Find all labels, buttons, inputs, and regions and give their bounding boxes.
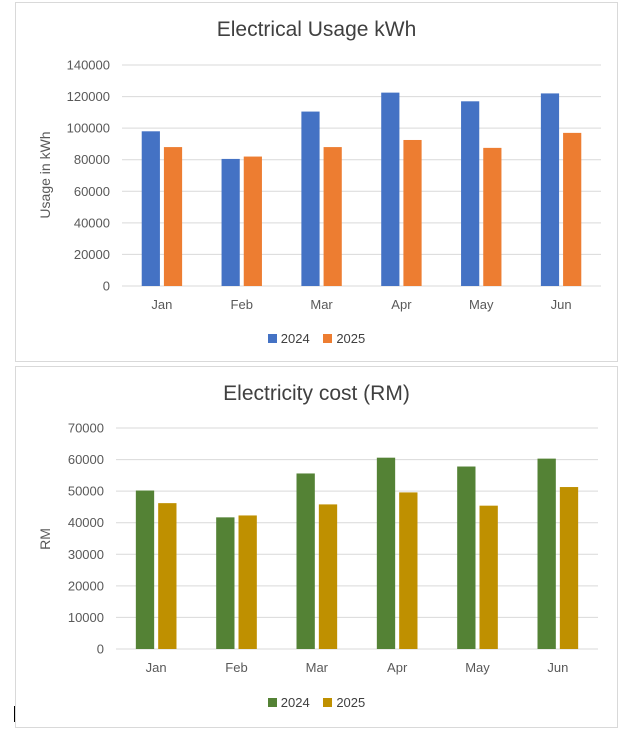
bar-2025-jan: [163, 147, 183, 286]
cost-chart-plot: 0 10000 20000 30000 40000 50000 60000 70000 RM Ja…: [37, 421, 598, 675]
legend-item-2025: 2025: [323, 331, 365, 346]
legend-label-2025: 2025: [336, 695, 366, 710]
bar-2025-feb: [238, 515, 257, 649]
bar-2025-apr: [399, 492, 418, 649]
x-tick-label: May: [465, 660, 490, 675]
x-tick-label: Jan: [151, 297, 172, 312]
bar-2024-jun: [540, 93, 560, 287]
chart-legend: 2024 2025: [16, 695, 617, 710]
y-tick-label: 20000: [74, 247, 110, 262]
usage-chart-plot: 0 20000 40000 60000 80000 100000 120000 140000 U…: [37, 58, 601, 312]
chart-title: Electrical Usage kWh: [216, 18, 417, 41]
legend-item-2024: 2024: [267, 695, 310, 710]
y-tick-label: 80000: [74, 152, 110, 167]
bar-2025-jun: [563, 132, 582, 286]
bar-2024-may: [461, 101, 480, 286]
bar-2025-jun: [559, 487, 579, 649]
x-tick-label: Apr: [387, 660, 408, 675]
bar-2024-feb: [216, 517, 235, 649]
bar-2024-jan: [135, 490, 155, 649]
y-tick-label: 20000: [68, 578, 104, 593]
legend-label-2024: 2024: [280, 331, 310, 346]
y-tick-label: 0: [103, 279, 110, 294]
legend-swatch-2024: [267, 698, 277, 707]
bar-2024-jun: [537, 458, 556, 649]
y-axis-label: RM: [37, 528, 53, 550]
chart-title: Electricity cost (RM): [223, 382, 410, 405]
bar-2025-feb: [243, 156, 262, 286]
bar-2025-may: [483, 147, 502, 286]
bar-2024-apr: [381, 92, 400, 286]
bar-2024-jan: [141, 131, 160, 286]
y-tick-label: 40000: [74, 215, 110, 230]
legend-label-2024: 2024: [280, 695, 310, 710]
y-tick-label: 120000: [67, 89, 110, 104]
legend-swatch-2025: [323, 698, 333, 707]
y-tick-label: 30000: [68, 547, 104, 562]
bar-2024-mar: [301, 111, 320, 286]
x-tick-label: Jan: [146, 660, 167, 675]
bar-2025-mar: [323, 147, 342, 286]
y-tick-label: 70000: [68, 421, 104, 436]
x-tick-label: Jun: [551, 297, 572, 312]
bar-2024-mar: [296, 473, 315, 649]
legend-item-2025: 2025: [323, 695, 365, 710]
y-tick-label: 10000: [68, 610, 104, 625]
x-tick-label: Apr: [391, 297, 412, 312]
x-tick-label: May: [469, 297, 494, 312]
bar-2025-mar: [318, 504, 338, 649]
bar-2024-may: [457, 466, 476, 649]
y-tick-label: 140000: [67, 58, 110, 73]
bar-2025-may: [479, 505, 498, 649]
text-cursor: [14, 706, 15, 722]
y-tick-label: 40000: [68, 515, 104, 530]
x-tick-label: Mar: [310, 297, 333, 312]
y-axis-label: Usage in kWh: [37, 131, 53, 218]
legend-label-2025: 2025: [336, 331, 366, 346]
y-tick-label: 50000: [68, 484, 104, 499]
y-tick-label: 100000: [67, 121, 110, 136]
chart-legend: 2024 2025: [16, 331, 617, 346]
y-tick-label: 0: [97, 642, 104, 657]
legend-swatch-2024: [267, 334, 277, 343]
legend-swatch-2025: [323, 334, 333, 343]
y-tick-label: 60000: [68, 452, 104, 467]
bar-2025-jan: [158, 503, 177, 649]
x-tick-label: Feb: [225, 660, 247, 675]
cost-chart-panel[interactable]: Electricity cost (RM) 0 10000 20000 30000 40…: [15, 366, 618, 728]
bar-2024-feb: [221, 158, 240, 286]
x-tick-label: Feb: [231, 297, 253, 312]
usage-chart-panel[interactable]: Electrical Usage kWh 0 20000 40000 60000 800…: [15, 2, 618, 362]
x-tick-label: Mar: [306, 660, 329, 675]
x-tick-label: Jun: [547, 660, 568, 675]
bar-2024-apr: [376, 457, 396, 649]
legend-item-2024: 2024: [267, 331, 310, 346]
bar-2025-apr: [403, 139, 422, 286]
y-tick-label: 60000: [74, 184, 110, 199]
